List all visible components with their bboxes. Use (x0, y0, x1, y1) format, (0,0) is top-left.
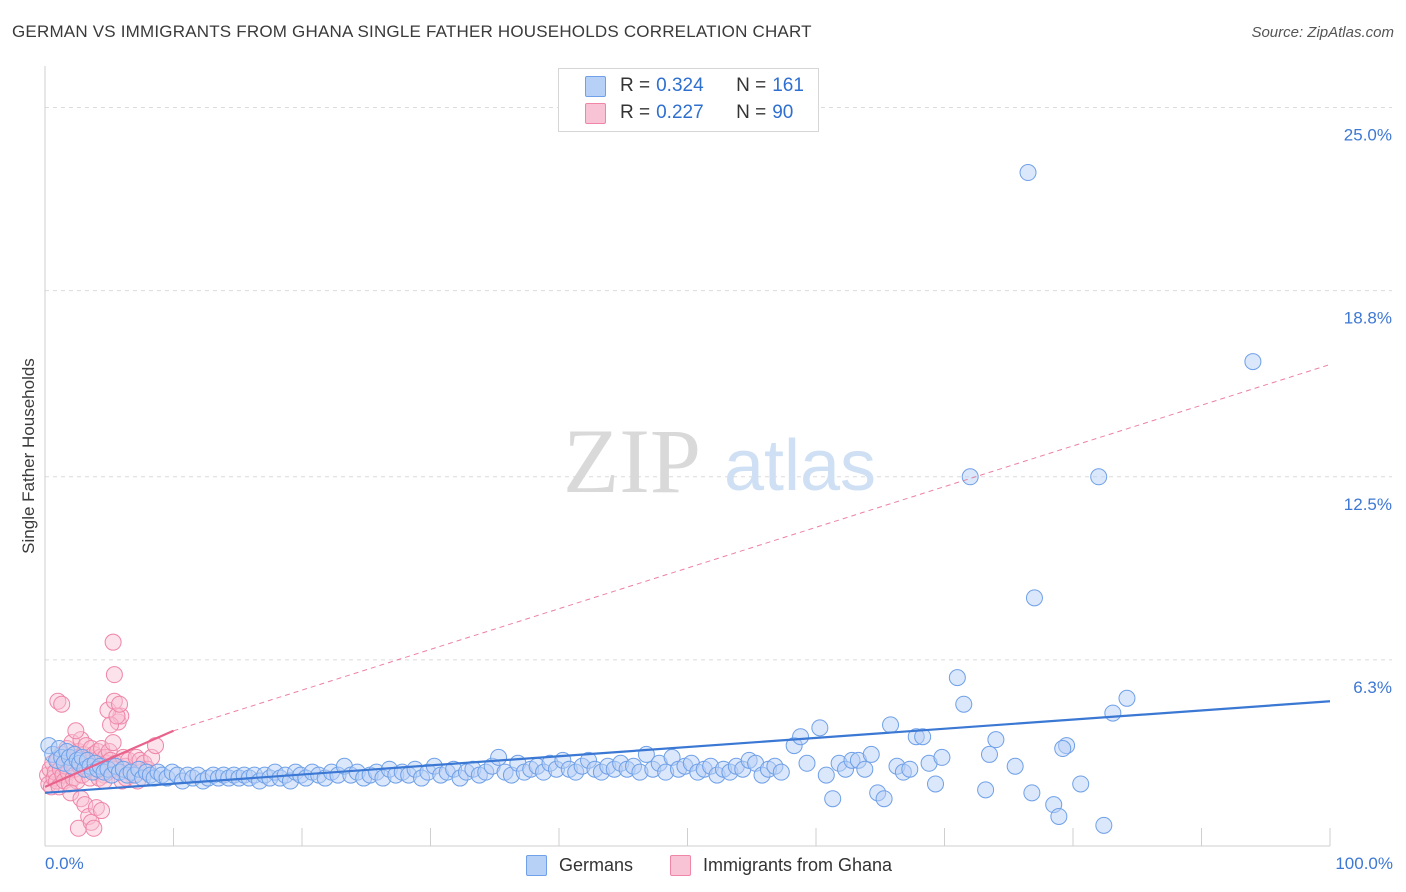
tick-labels: 6.3% 12.5% 18.8% 25.0% 0.0% 100.0% (45, 126, 1393, 873)
chart-title: GERMAN VS IMMIGRANTS FROM GHANA SINGLE F… (12, 22, 812, 41)
bottom-legend-label-ghana: Immigrants from Ghana (703, 854, 893, 875)
data-point-germans (901, 760, 919, 778)
data-point-germans (792, 728, 810, 746)
data-point-germans (1025, 589, 1043, 607)
data-point-germans (811, 719, 829, 737)
data-point-ghana (102, 716, 120, 734)
data-point-germans (948, 669, 966, 687)
data-point-germans (490, 748, 508, 766)
x-tick-label-max: 100.0% (1335, 854, 1393, 873)
data-point-germans (1118, 689, 1136, 707)
data-point-ghana (62, 784, 80, 802)
y-tick-label: 18.8% (1344, 309, 1392, 328)
series-ghana-points (39, 633, 165, 837)
grid-lines (45, 107, 1392, 661)
legend-r-value-germans: 0.324 (656, 75, 704, 96)
data-point-germans (977, 781, 995, 799)
data-point-germans (1104, 704, 1122, 722)
data-point-germans (882, 716, 900, 734)
watermark-atlas: atlas (724, 426, 876, 506)
legend-swatch-germans (585, 75, 606, 97)
data-point-ghana (93, 802, 111, 820)
legend-r-value-ghana: 0.227 (656, 102, 704, 123)
correlation-legend: R = 0.324 N = 161 R = 0.227 N = 90 (558, 68, 819, 132)
trend-line-germans (44, 700, 1331, 794)
data-point-ghana (104, 734, 122, 752)
watermark-zip: ZIP (563, 410, 701, 512)
data-point-germans (862, 745, 880, 763)
data-point-germans (914, 728, 932, 746)
data-point-germans (1095, 816, 1113, 834)
data-point-ghana (87, 799, 105, 817)
watermark: ZIP atlas (563, 410, 876, 512)
data-point-germans (875, 790, 893, 808)
data-point-ghana (105, 666, 123, 684)
data-point-ghana (105, 692, 123, 710)
data-point-ghana (53, 695, 71, 713)
data-point-ghana (67, 722, 85, 740)
legend-n-label-ghana: N = (736, 102, 767, 123)
data-point-germans (1023, 784, 1041, 802)
bottom-legend-ghana[interactable]: Immigrants from Ghana (670, 852, 892, 878)
data-point-germans (1072, 775, 1090, 793)
legend-row-germans: R = 0.324 N = 161 (585, 74, 804, 98)
data-point-germans (798, 754, 816, 772)
x-tick-label-min: 0.0% (45, 854, 84, 873)
bottom-legend-germans[interactable]: Germans (526, 852, 633, 878)
data-point-germans (980, 745, 998, 763)
legend-r-label-germans: R = (620, 75, 651, 96)
data-point-germans (1054, 740, 1072, 758)
data-point-germans (1006, 757, 1024, 775)
trend-line-ghana-extension (173, 364, 1331, 732)
data-point-germans (927, 775, 945, 793)
bottom-legend-label-germans: Germans (559, 854, 634, 875)
data-point-germans (1050, 807, 1068, 825)
data-point-ghana (111, 695, 129, 713)
trend-line-ghana (44, 729, 174, 788)
legend-swatch-ghana (585, 102, 606, 124)
legend-n-label-germans: N = (736, 75, 767, 96)
data-point-germans (961, 468, 979, 486)
axes (44, 66, 1331, 847)
data-point-ghana (104, 633, 122, 651)
data-point-germans (987, 731, 1005, 749)
trend-lines (44, 364, 1331, 794)
data-point-germans (955, 695, 973, 713)
data-point-germans (772, 763, 790, 781)
data-point-germans (817, 766, 835, 784)
data-point-germans (1090, 468, 1108, 486)
source-label: Source: ZipAtlas.com (1251, 24, 1394, 41)
legend-r-label-ghana: R = (620, 102, 651, 123)
bottom-legend-swatch-ghana (670, 854, 691, 876)
data-point-germans (933, 748, 951, 766)
data-point-ghana (85, 819, 103, 837)
data-point-germans (824, 790, 842, 808)
y-tick-label: 12.5% (1344, 495, 1392, 514)
data-point-germans (856, 760, 874, 778)
y-tick-label: 6.3% (1353, 678, 1392, 697)
legend-row-ghana: R = 0.227 N = 90 (585, 101, 793, 125)
legend-n-value-ghana: 90 (772, 102, 794, 123)
data-point-germans (1019, 164, 1037, 182)
y-tick-label: 25.0% (1344, 126, 1392, 145)
data-point-germans (1244, 353, 1262, 371)
legend-n-value-germans: 161 (772, 75, 804, 96)
bottom-legend-swatch-germans (526, 854, 547, 876)
